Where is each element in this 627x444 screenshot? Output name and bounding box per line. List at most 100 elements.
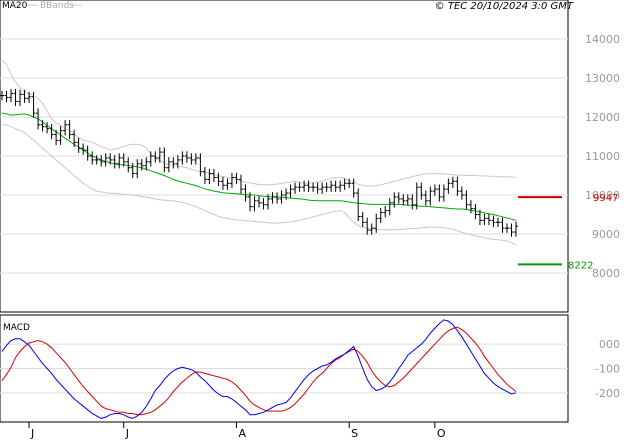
price-y-tick-label: 13000 — [585, 72, 620, 85]
level-label: 9947 — [593, 193, 618, 204]
price-bar — [166, 157, 171, 173]
price-bar — [369, 223, 374, 235]
price-bar — [270, 192, 275, 204]
price-bar — [27, 92, 32, 103]
macd-series — [1, 319, 517, 419]
price-bar — [63, 120, 68, 136]
price-bar — [189, 153, 194, 165]
price-bar — [4, 90, 9, 103]
price-bar — [31, 92, 36, 118]
price-bar — [99, 155, 104, 167]
x-tick-label: O — [437, 427, 446, 440]
price-bar — [225, 178, 230, 190]
price-bar — [446, 178, 451, 194]
price-bar — [468, 200, 473, 214]
price-bar — [306, 180, 311, 192]
price-bar — [108, 153, 113, 165]
level-annotations: 9947 8222 — [518, 193, 618, 271]
price-bar — [243, 184, 248, 202]
price-bar — [297, 182, 302, 192]
macd-y-tick-label: -100 — [595, 363, 620, 376]
bbands-line — [2, 124, 517, 246]
price-y-tick-label: 8000 — [592, 267, 620, 280]
price-bar — [49, 124, 54, 140]
price-bar — [410, 194, 415, 210]
price-bar — [135, 159, 140, 179]
price-bar — [198, 153, 203, 177]
price-bar — [396, 192, 401, 204]
price-bar — [175, 155, 180, 169]
level-label: 8222 — [568, 260, 593, 271]
price-bar — [112, 155, 117, 169]
price-bar — [383, 205, 388, 218]
price-bar — [257, 196, 261, 208]
price-bar — [423, 190, 428, 206]
price-bar — [184, 151, 189, 163]
price-bar — [13, 88, 18, 107]
price-bar — [414, 182, 419, 210]
price-y-tick-label: 11000 — [585, 150, 620, 163]
price-bar — [491, 215, 496, 227]
price-bar — [477, 209, 482, 226]
price-bar — [94, 155, 99, 165]
price-bar — [207, 168, 212, 185]
price-bar — [293, 182, 298, 194]
x-tick-label: J — [30, 427, 34, 440]
price-bar — [266, 194, 271, 210]
macd-y-axis: 000 -100 -200 — [595, 338, 620, 400]
price-bar — [401, 194, 406, 206]
price-bar — [238, 174, 243, 194]
price-bar — [459, 186, 464, 200]
price-bar — [157, 147, 162, 163]
price-bar — [455, 176, 460, 196]
bbands-line — [1, 60, 517, 187]
price-bar — [514, 221, 518, 237]
price-bar — [279, 190, 284, 204]
price-bar — [216, 172, 221, 187]
price-bar — [351, 178, 356, 198]
price-bar — [315, 182, 320, 194]
price-bar — [347, 178, 352, 188]
price-bar — [67, 120, 72, 140]
x-tick-label: J — [125, 427, 129, 440]
price-bar — [387, 198, 392, 216]
price-bar — [148, 151, 153, 167]
macd-y-tick-label: 000 — [599, 338, 620, 351]
bbands-series — [1, 60, 517, 246]
signal-line — [1, 326, 517, 416]
price-bar — [482, 213, 487, 226]
price-bar — [252, 196, 257, 212]
price-bar — [193, 153, 198, 165]
price-bar — [121, 153, 126, 167]
macd-panel-label: MACD — [3, 323, 30, 333]
price-bar — [126, 157, 131, 173]
macd-grid — [0, 343, 568, 394]
price-bar — [58, 125, 63, 146]
price-bar — [162, 147, 167, 173]
price-bar — [405, 194, 410, 206]
price-bar — [247, 192, 252, 212]
price-bar — [509, 223, 514, 237]
price-bar — [320, 182, 325, 194]
price-bar — [441, 184, 446, 202]
price-bar — [81, 143, 86, 155]
price-bar — [40, 120, 45, 132]
price-bar — [302, 180, 307, 192]
price-bar — [18, 89, 23, 107]
price-bar — [36, 108, 41, 130]
price-bar — [72, 129, 77, 148]
price-bar — [54, 129, 59, 146]
price-bar — [378, 207, 383, 224]
price-y-tick-label: 14000 — [585, 33, 620, 46]
price-bars — [0, 88, 518, 237]
price-bar — [495, 217, 500, 227]
price-bar — [365, 217, 370, 235]
price-bar — [85, 145, 90, 161]
price-bar — [45, 122, 50, 134]
price-bar — [333, 180, 338, 192]
price-bar — [504, 223, 509, 233]
price-bar — [311, 182, 316, 192]
